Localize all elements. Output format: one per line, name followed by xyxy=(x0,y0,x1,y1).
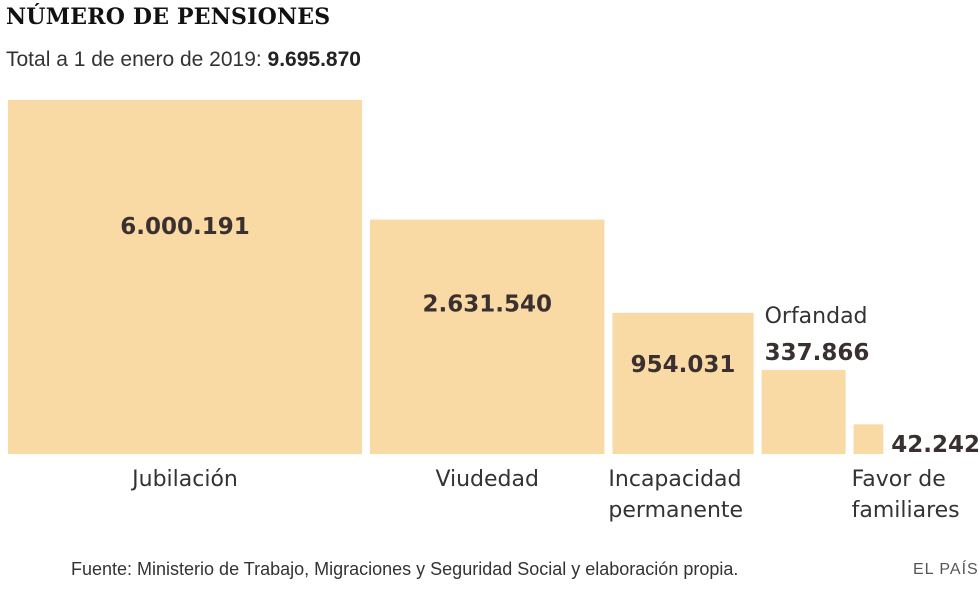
subtitle-total: 9.695.870 xyxy=(267,48,361,71)
subtitle-prefix: Total a 1 de enero de 2019: xyxy=(6,48,262,71)
category-label-jubilacion: Jubilación xyxy=(130,467,238,492)
bar-viudedad xyxy=(370,219,605,454)
bar-favor-de-familiares xyxy=(853,424,884,454)
category-label-viudedad: Viudedad xyxy=(435,467,539,492)
bar-jubilacion xyxy=(8,100,362,454)
value-label-viudedad: 2.631.540 xyxy=(422,292,552,318)
value-label-incapacidad-permanente: 954.031 xyxy=(631,352,736,378)
category-label-incapacidad-permanente: Incapacidad permanente xyxy=(608,467,743,523)
category-label-orfandad: Orfandad xyxy=(765,304,868,329)
value-label-favor-de-familiares: 42.242 xyxy=(891,432,980,458)
chart-subtitle: Total a 1 de enero de 2019: 9.695.870 xyxy=(6,48,361,72)
category-label-favor-de-familiares: Favor de familiares xyxy=(852,467,960,523)
value-label-orfandad: 337.866 xyxy=(765,340,870,366)
source-note: Fuente: Ministerio de Trabajo, Migracion… xyxy=(71,559,739,579)
chart-title: NÚMERO DE PENSIONES xyxy=(6,4,331,30)
brand-logo: EL PAÍS xyxy=(913,561,979,578)
value-label-jubilacion: 6.000.191 xyxy=(120,214,250,240)
bar-orfandad xyxy=(761,369,846,454)
bar-incapacidad-permanente xyxy=(612,312,754,454)
